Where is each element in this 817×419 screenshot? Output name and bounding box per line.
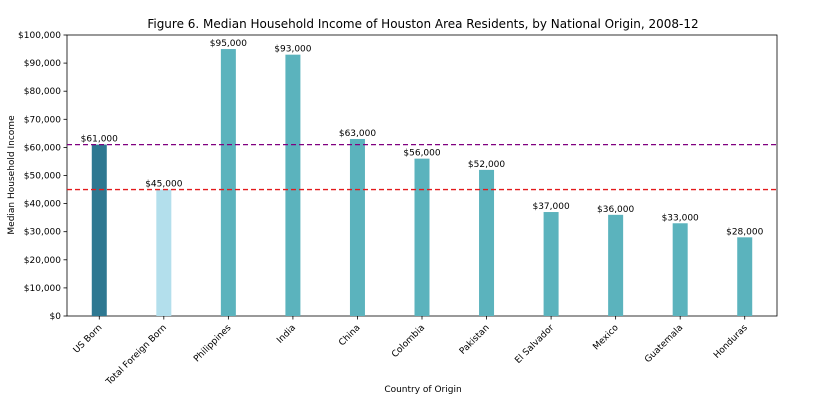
x-tick-label: Honduras <box>712 323 750 361</box>
data-label: $61,000 <box>81 135 118 145</box>
y-tick-label: $40,000 <box>24 200 61 210</box>
y-tick-label: $20,000 <box>24 256 61 266</box>
x-tick-label: US Born <box>72 323 105 356</box>
bar <box>737 237 753 316</box>
y-axis-label: Median Household Income <box>7 115 17 235</box>
bar <box>285 54 301 317</box>
data-label: $36,000 <box>597 205 634 215</box>
y-tick-label: $80,000 <box>24 87 61 97</box>
bar <box>479 169 495 316</box>
bar <box>672 223 688 316</box>
y-tick-label: $50,000 <box>24 172 61 182</box>
x-tick-label: El Salvador <box>513 323 556 366</box>
data-label: $63,000 <box>339 129 376 139</box>
x-tick-label: Total Foreign Born <box>104 323 169 388</box>
y-tick-label: $90,000 <box>24 59 61 69</box>
x-tick-label: India <box>275 323 298 346</box>
data-label: $45,000 <box>145 180 182 190</box>
plot-area: $0 $10,000 $20,000 $30,000 $40,000 $50,000 $60… <box>18 31 778 388</box>
x-tick-label: China <box>337 323 362 348</box>
x-tick-label: Colombia <box>390 323 427 360</box>
data-label: $52,000 <box>468 160 505 170</box>
y-tick-label: $30,000 <box>24 228 61 238</box>
bar <box>414 158 430 316</box>
y-tick-label: $60,000 <box>24 143 61 153</box>
data-label: $95,000 <box>210 39 247 49</box>
bar <box>91 144 107 316</box>
data-label: $33,000 <box>662 213 699 223</box>
bar <box>220 49 236 317</box>
data-label: $56,000 <box>403 149 440 159</box>
y-tick-label: $100,000 <box>18 31 61 41</box>
x-tick-label: Guatemala <box>643 323 685 365</box>
chart-title: Figure 6. Median Household Income of Hou… <box>147 17 698 31</box>
bar <box>608 214 624 316</box>
bar <box>349 138 365 316</box>
x-tick-label: Pakistan <box>458 323 492 357</box>
bar <box>543 212 559 316</box>
y-tick-label: $0 <box>50 312 62 322</box>
bar <box>156 189 172 316</box>
x-tick-label: Philippines <box>192 323 234 365</box>
data-label: $37,000 <box>532 202 569 212</box>
x-axis-label: Country of Origin <box>384 385 461 395</box>
x-tick-label: Mexico <box>591 323 621 353</box>
data-label: $28,000 <box>726 227 763 237</box>
y-tick-label: $70,000 <box>24 115 61 125</box>
y-tick-label: $10,000 <box>24 284 61 294</box>
data-label: $93,000 <box>274 45 311 55</box>
